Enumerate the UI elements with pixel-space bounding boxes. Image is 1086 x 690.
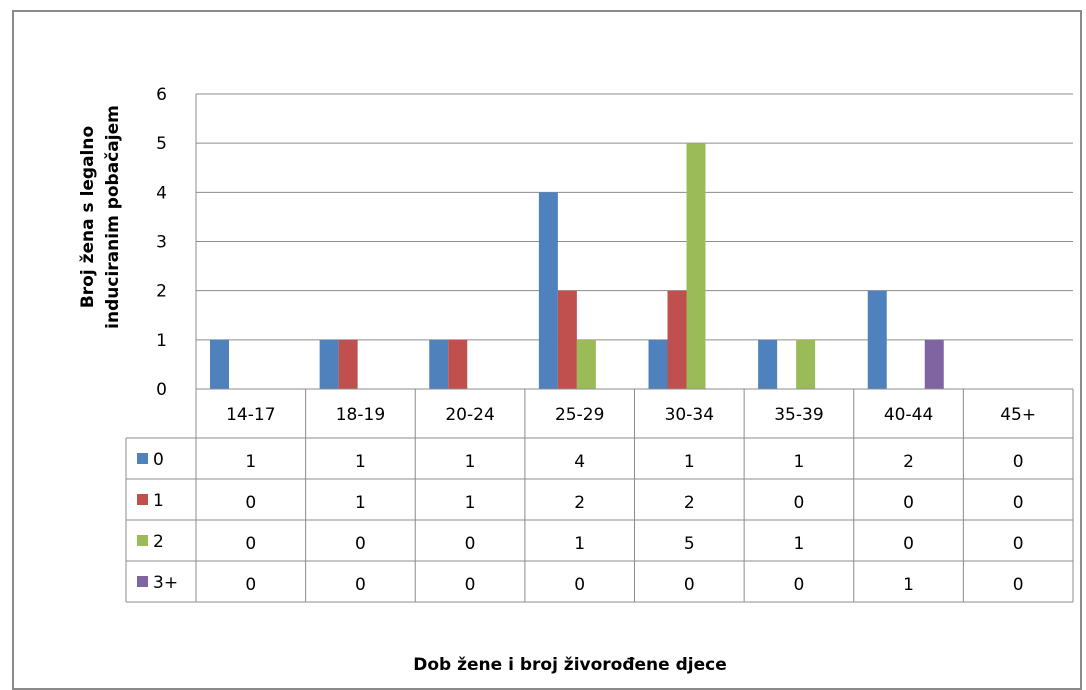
bar: [667, 290, 687, 389]
y-tick-label: 3: [156, 233, 167, 253]
bar: [924, 339, 944, 389]
bar: [867, 290, 887, 389]
data-label: 0: [355, 534, 366, 554]
x-tick-label: 45+: [1000, 405, 1036, 425]
y-tick-label: 4: [156, 183, 167, 203]
data-label: 0: [903, 534, 914, 554]
x-axis-title: Dob žene i broj živorođene djece: [413, 655, 727, 675]
x-tick-label: 20-24: [445, 405, 494, 425]
bar: [557, 290, 577, 389]
x-tick-label: 25-29: [555, 405, 604, 425]
y-axis-ticks: 0 1 2 3 4 5 6: [156, 85, 167, 400]
bar: [429, 339, 449, 389]
x-tick-label: 18-19: [336, 405, 385, 425]
legend-label: 3+: [153, 573, 178, 593]
data-label: 1: [465, 452, 476, 472]
data-label: 0: [574, 575, 585, 595]
legend-label: 0: [153, 450, 164, 470]
legend-label: 2: [153, 532, 164, 552]
y-tick-label: 1: [156, 331, 167, 351]
data-label: 1: [684, 452, 695, 472]
data-label: 0: [1013, 452, 1024, 472]
bar: [538, 192, 558, 389]
data-label: 0: [465, 575, 476, 595]
bar: [338, 339, 358, 389]
data-label: 0: [1013, 493, 1024, 513]
data-label: 1: [355, 452, 366, 472]
data-label: 0: [1013, 534, 1024, 554]
data-label: 1: [574, 534, 585, 554]
bar: [448, 339, 468, 389]
data-label: 1: [245, 452, 256, 472]
data-label: 1: [794, 452, 805, 472]
data-label: 1: [794, 534, 805, 554]
data-label: 2: [903, 452, 914, 472]
bar: [758, 339, 778, 389]
data-label: 1: [355, 493, 366, 513]
x-tick-label: 40-44: [884, 405, 933, 425]
legend-swatch: [137, 453, 148, 464]
data-label: 4: [574, 452, 585, 472]
data-label: 0: [245, 493, 256, 513]
data-label: 1: [465, 493, 476, 513]
bar: [796, 339, 816, 389]
y-tick-label: 2: [156, 282, 167, 302]
bar: [319, 339, 339, 389]
x-tick-label: 14-17: [226, 405, 275, 425]
data-label: 0: [794, 575, 805, 595]
legend-swatch: [137, 494, 148, 505]
y-axis-title-line-2: induciranim pobačajem: [103, 105, 123, 329]
legend-swatch: [137, 535, 148, 546]
data-label: 0: [794, 493, 805, 513]
data-label: 0: [465, 534, 476, 554]
data-label: 0: [684, 575, 695, 595]
data-label: 5: [684, 534, 695, 554]
bar: [686, 143, 706, 389]
x-tick-label: 35-39: [774, 405, 823, 425]
bar: [576, 339, 596, 389]
y-tick-label: 6: [156, 85, 167, 105]
bar: [648, 339, 668, 389]
x-tick-label: 30-34: [665, 405, 714, 425]
y-tick-label: 0: [156, 380, 167, 400]
data-label: 0: [903, 493, 914, 513]
bar: [210, 339, 229, 389]
legend-swatch: [137, 576, 148, 587]
data-table: 14-17 18-19 20-24 25-29 30-34 35-39 40-44 45+ 0 1…: [125, 388, 1074, 603]
bars: [210, 143, 944, 389]
data-label: 0: [245, 534, 256, 554]
data-label: 0: [355, 575, 366, 595]
data-label: 2: [684, 493, 695, 513]
y-axis-title-line-1: Broj žena s legalno: [78, 126, 98, 308]
data-label: 0: [245, 575, 256, 595]
data-label: 0: [1013, 575, 1024, 595]
data-label: 1: [903, 575, 914, 595]
data-label: 2: [574, 493, 585, 513]
legend-label: 1: [153, 491, 164, 511]
y-tick-label: 5: [156, 134, 167, 154]
